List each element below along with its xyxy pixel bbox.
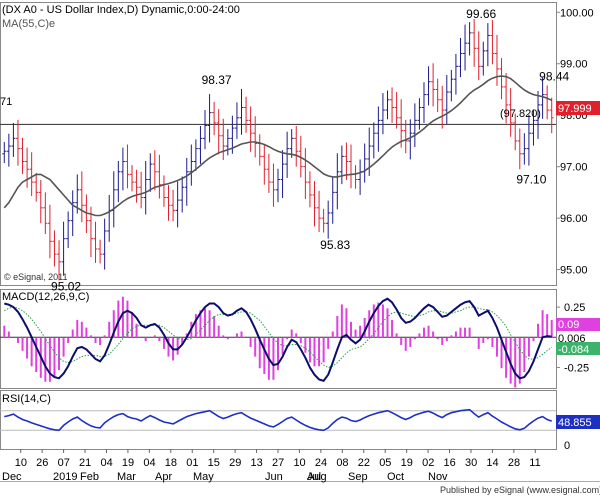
- x-month-label: Aug: [307, 471, 327, 483]
- x-tick-label: 11: [529, 457, 540, 469]
- x-month-label: Oct: [387, 471, 404, 483]
- macd-signal-line: [4, 306, 552, 369]
- rsi-tag: 48.855: [558, 417, 592, 429]
- macd-hist-tag: 0.09: [558, 319, 579, 331]
- x-tick-label: 26: [36, 457, 48, 469]
- x-month-label: Apr: [155, 471, 172, 483]
- x-tick-label: 21: [79, 457, 91, 469]
- price-annotation-1: 98.37: [202, 73, 232, 87]
- x-tick-label: 29: [229, 457, 241, 469]
- macd-ytick-label: 0.25: [564, 302, 585, 314]
- x-tick-label: 19: [122, 457, 134, 469]
- x-tick-label: 05: [379, 457, 391, 469]
- last-price-tag-bg: [556, 101, 600, 115]
- price-annotation-2: 95.83: [320, 238, 350, 252]
- footer-text: Published by eSignal (www.esignal.com): [440, 485, 600, 495]
- x-month-label: Feb: [80, 471, 99, 483]
- x-month-label: Nov: [428, 471, 448, 483]
- x-tick-label: 10: [293, 457, 305, 469]
- rsi-ytick-label: 0: [564, 440, 570, 452]
- hline-label: (97.820): [500, 108, 541, 120]
- x-month-label: May: [193, 471, 214, 483]
- rsi-tag-bg: [556, 415, 600, 429]
- x-tick-label: 16: [444, 457, 456, 469]
- macd-label: MACD(12,26,9,C): [2, 291, 89, 303]
- price-annotation-0: 95.02: [51, 280, 81, 294]
- x-tick-label: 28: [508, 457, 520, 469]
- x-month-label: Sep: [348, 471, 368, 483]
- ma-label: MA(55,C)e: [2, 18, 55, 30]
- x-tick-label: 24: [315, 457, 327, 469]
- ma-line: [3, 75, 553, 217]
- x-tick-label: 27: [272, 457, 284, 469]
- x-tick-label: 14: [486, 457, 498, 469]
- x-month-label: Jun: [265, 471, 283, 483]
- x-tick-label: 01: [186, 457, 198, 469]
- macd-hist-tag-bg: [556, 318, 600, 331]
- price-ytick-label: 99.00: [560, 59, 588, 71]
- watermark: © eSignal, 2011: [4, 272, 68, 282]
- x-month-label: Dec: [2, 471, 22, 483]
- x-tick-label: 04: [100, 457, 112, 469]
- price-panel: 100.0099.0098.0097.0096.0095.0095.0298.3…: [0, 7, 594, 294]
- price-annotation-3: 99.66: [466, 7, 496, 21]
- x-axis: 10 26 07 21 04 19 04 18 01 15 29 13 27 10 24 08 22 05 19 02…: [2, 449, 541, 483]
- rsi-line: [4, 408, 552, 432]
- price-ytick-label: 95.00: [560, 265, 588, 277]
- x-month-label: Jul: [307, 471, 321, 483]
- price-ytick-label: 100.00: [560, 7, 594, 19]
- macd-signal-tag: -0.084: [558, 344, 589, 356]
- x-tick-label: 10: [15, 457, 27, 469]
- x-month-label: Mar: [117, 471, 136, 483]
- x-tick-label: 18: [165, 457, 177, 469]
- price-annotation-4: 98.44: [539, 70, 569, 84]
- left-cut-label: 71: [0, 96, 12, 108]
- x-tick-label: 30: [465, 457, 477, 469]
- macd-line: [4, 297, 552, 382]
- chart-title: (DX A0 - US Dollar Index,D) Dynamic,0:00…: [2, 4, 240, 16]
- macd-signal-tag-bg: [556, 342, 600, 355]
- price-ytick-label: 97.00: [560, 162, 588, 174]
- price-ytick-label: 96.00: [560, 213, 588, 225]
- x-tick-label: 13: [251, 457, 263, 469]
- x-tick-label: 19: [401, 457, 413, 469]
- x-tick-label: 08: [336, 457, 348, 469]
- x-tick-label: 15: [208, 457, 220, 469]
- rsi-label: RSI(14,C): [2, 393, 51, 405]
- x-month-label: 2019: [53, 471, 77, 483]
- macd-ytick-label: -0.25: [564, 362, 589, 374]
- last-price-tag: 97.999: [558, 103, 592, 115]
- macd-panel: 0.25 -0.25: [0, 296, 589, 388]
- x-tick-label: 02: [422, 457, 434, 469]
- x-tick-label: 07: [58, 457, 70, 469]
- x-tick-label: 04: [143, 457, 155, 469]
- x-tick-label: 22: [358, 457, 370, 469]
- price-annotation-5: 97.10: [516, 173, 546, 187]
